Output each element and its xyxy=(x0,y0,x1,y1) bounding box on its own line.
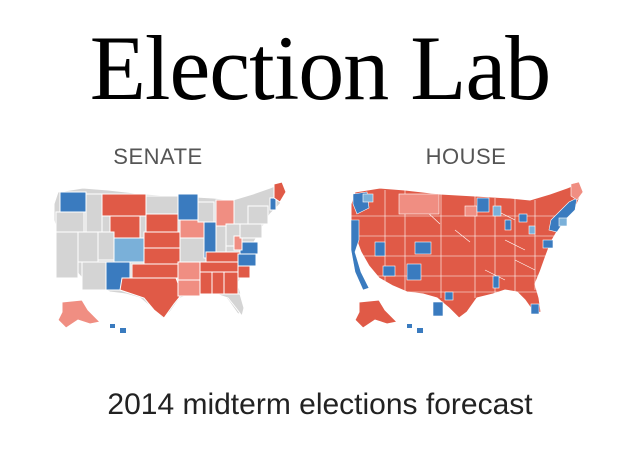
house-dem-west-coast[interactable] xyxy=(350,191,370,291)
state-la[interactable] xyxy=(177,279,201,297)
state-ga[interactable] xyxy=(223,271,239,295)
state-wv[interactable] xyxy=(233,235,243,251)
state-tx[interactable] xyxy=(119,277,183,319)
state-mn[interactable] xyxy=(177,193,199,221)
state-ok[interactable] xyxy=(131,263,179,279)
state-me[interactable] xyxy=(273,181,287,203)
house-dem-northeast[interactable] xyxy=(548,197,578,233)
state-wa[interactable] xyxy=(59,191,87,213)
state-hi-1[interactable] xyxy=(110,324,115,328)
state-wi[interactable] xyxy=(197,201,215,223)
house-dem-ms[interactable] xyxy=(492,275,500,289)
state-mi[interactable] xyxy=(215,199,235,227)
house-lean-r-1[interactable] xyxy=(398,193,440,215)
senate-map[interactable] xyxy=(48,180,298,340)
state-ky[interactable] xyxy=(205,251,241,263)
state-nv[interactable] xyxy=(77,231,99,263)
house-dem-tx-border[interactable] xyxy=(432,301,444,317)
house-dem-nm[interactable] xyxy=(406,263,422,281)
state-id[interactable] xyxy=(85,193,103,233)
house-dem-az[interactable] xyxy=(382,265,396,277)
state-sc[interactable] xyxy=(237,265,251,279)
house-hi-2[interactable] xyxy=(417,328,423,333)
house-dem-tx-austin[interactable] xyxy=(444,291,454,301)
state-ca[interactable] xyxy=(55,231,79,279)
house-dem-chicago[interactable] xyxy=(504,219,512,231)
state-hi-2[interactable] xyxy=(120,328,126,333)
senate-map-label: SENATE xyxy=(113,144,203,169)
house-rep-me[interactable] xyxy=(570,181,584,201)
state-mt[interactable] xyxy=(101,193,147,217)
state-pa[interactable] xyxy=(239,223,263,239)
house-dem-wi[interactable] xyxy=(492,205,502,217)
state-in[interactable] xyxy=(215,225,227,253)
state-fl[interactable] xyxy=(215,293,245,318)
house-dem-ny[interactable] xyxy=(558,217,568,227)
state-ms[interactable] xyxy=(199,271,213,295)
house-map-label: HOUSE xyxy=(425,144,507,169)
state-ne[interactable] xyxy=(143,231,181,249)
house-hi-1[interactable] xyxy=(407,324,412,328)
house-dem-va[interactable] xyxy=(542,239,554,249)
house-lean-r-2[interactable] xyxy=(464,205,478,217)
house-dem-oh[interactable] xyxy=(528,225,536,235)
state-nh[interactable] xyxy=(269,197,277,211)
state-or[interactable] xyxy=(55,211,85,233)
forecast-subtitle: 2014 midterm elections forecast xyxy=(107,388,533,421)
state-sd[interactable] xyxy=(145,213,179,233)
state-va[interactable] xyxy=(239,241,259,255)
house-dem-nv[interactable] xyxy=(374,241,386,257)
state-az[interactable] xyxy=(81,261,107,291)
state-ny[interactable] xyxy=(247,205,269,225)
state-ks[interactable] xyxy=(143,247,181,265)
state-ar[interactable] xyxy=(177,261,201,281)
state-nd[interactable] xyxy=(145,195,179,215)
state-tn[interactable] xyxy=(199,261,241,273)
house-map[interactable] xyxy=(345,180,595,340)
state-ia[interactable] xyxy=(179,219,205,239)
state-al[interactable] xyxy=(211,271,225,295)
house-dem-co[interactable] xyxy=(414,241,432,255)
house-dem-mn[interactable] xyxy=(476,197,490,213)
house-dem-mi[interactable] xyxy=(518,213,528,223)
page-title: Election Lab xyxy=(89,17,552,119)
house-ak[interactable] xyxy=(354,299,399,329)
state-nc[interactable] xyxy=(237,253,257,267)
us-mainland-shape xyxy=(350,183,582,319)
state-ut[interactable] xyxy=(97,231,115,261)
state-ak[interactable] xyxy=(57,299,102,329)
state-mo[interactable] xyxy=(179,237,207,263)
state-co[interactable] xyxy=(113,237,145,263)
house-dem-fl[interactable] xyxy=(530,303,540,315)
house-dem-seattle[interactable] xyxy=(362,193,374,203)
